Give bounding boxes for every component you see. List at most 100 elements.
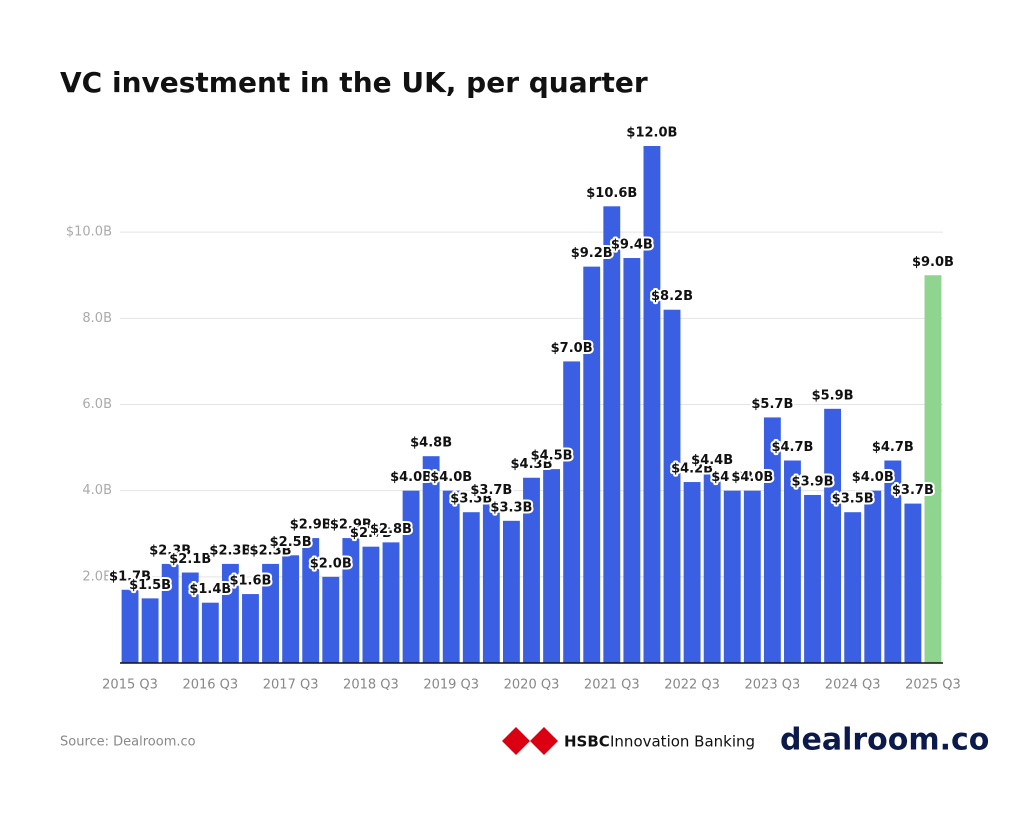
bar xyxy=(201,602,219,663)
data-label: $5.9B xyxy=(812,388,854,403)
bar xyxy=(683,482,701,663)
bar xyxy=(703,473,721,663)
data-label: $2.8B xyxy=(370,522,412,537)
hsbc-text: HSBC xyxy=(564,733,610,751)
bar xyxy=(563,361,581,663)
data-label: $2.5B xyxy=(270,535,312,550)
bar xyxy=(422,456,440,663)
source: Source: Dealroom.co xyxy=(60,735,196,750)
x-tick-label: 2024 Q3 xyxy=(825,678,881,693)
bar xyxy=(322,576,340,663)
data-label: $4.5B xyxy=(531,449,573,464)
data-label: $3.7B xyxy=(470,483,512,498)
data-label: $4.7B xyxy=(771,440,813,455)
bar xyxy=(804,494,821,663)
data-label: $4.3B xyxy=(511,457,553,472)
data-label: $9.2B xyxy=(571,246,613,261)
data-label: $2.0B xyxy=(310,556,352,571)
data-label: $9.0B xyxy=(912,255,954,270)
bar xyxy=(663,309,681,663)
bar xyxy=(342,538,360,663)
data-label: $3.5B xyxy=(832,492,874,507)
data-label: $1.4B xyxy=(189,582,231,597)
bar xyxy=(784,460,801,663)
data-label: $9.4B xyxy=(611,238,653,253)
bar xyxy=(763,417,781,663)
bar xyxy=(161,563,179,663)
data-label: $3.9B xyxy=(792,474,834,489)
bar xyxy=(482,503,500,663)
hsbc-hexagon-inner xyxy=(516,727,544,755)
bar xyxy=(221,563,239,663)
y-tick-label: 4.0B xyxy=(82,483,112,498)
bar xyxy=(462,512,480,663)
data-label: $2.7B xyxy=(350,526,392,541)
y-tick-label: 6.0B xyxy=(82,397,112,412)
x-tick-label: 2023 Q3 xyxy=(745,678,801,693)
x-tick-label: 2022 Q3 xyxy=(664,678,720,693)
bar xyxy=(623,258,641,663)
bar xyxy=(543,469,561,663)
bar xyxy=(262,563,279,663)
x-tick-label: 2020 Q3 xyxy=(504,678,560,693)
x-tick-label: 2017 Q3 xyxy=(263,678,319,693)
bar xyxy=(844,512,862,663)
x-tick-label: 2015 Q3 xyxy=(102,678,158,693)
data-label: $2.3B xyxy=(209,543,251,558)
data-label: $2.9B xyxy=(290,518,332,533)
bar xyxy=(864,490,882,663)
bar xyxy=(442,490,460,663)
x-tick-label: 2018 Q3 xyxy=(343,678,399,693)
data-label: $2.9B xyxy=(330,518,372,533)
hsbc-logo: HSBC Innovation Banking xyxy=(502,727,755,755)
bar xyxy=(502,520,520,663)
data-label: $10.6B xyxy=(586,186,637,201)
data-label: $3.5B xyxy=(450,492,492,507)
bar xyxy=(743,490,761,663)
hsbc-hexagon xyxy=(502,727,558,755)
bar xyxy=(824,408,842,663)
y-tick-label: $10.0B xyxy=(66,225,112,240)
bar xyxy=(382,542,400,663)
data-label: $4.8B xyxy=(410,436,452,451)
data-label: $4.4B xyxy=(691,453,733,468)
bar xyxy=(924,275,942,663)
bar xyxy=(121,589,139,663)
bar xyxy=(302,538,320,663)
data-label: $1.6B xyxy=(229,574,271,589)
bar xyxy=(141,598,159,663)
data-label: $4.2B xyxy=(671,462,713,477)
bar xyxy=(181,572,199,663)
data-label: $4.0B xyxy=(390,470,432,485)
data-label: $3.3B xyxy=(490,500,532,515)
x-tick-label: 2021 Q3 xyxy=(584,678,640,693)
data-label: $4.0B xyxy=(430,470,472,485)
bar xyxy=(904,503,922,663)
data-label: $4.0B xyxy=(852,470,894,485)
hsbc-sub: Innovation Banking xyxy=(610,733,755,751)
data-label: $4.7B xyxy=(872,440,914,455)
data-label: $1.5B xyxy=(129,578,171,593)
dealroom-logo: dealroom.co xyxy=(780,723,989,758)
data-label: $7.0B xyxy=(551,341,593,356)
data-label: $5.7B xyxy=(751,397,793,412)
data-label: $1.7B xyxy=(109,569,151,584)
data-label: $4.0B xyxy=(731,470,773,485)
bar xyxy=(884,460,902,663)
chart-title: VC investment in the UK, per quarter xyxy=(60,66,648,99)
y-tick-label: 2.0B xyxy=(82,569,112,584)
bar xyxy=(723,490,741,663)
y-tick-label: 8.0B xyxy=(82,311,112,326)
bar xyxy=(583,266,601,663)
x-tick-label: 2016 Q3 xyxy=(182,678,238,693)
data-label: $12.0B xyxy=(626,126,677,141)
bar xyxy=(603,206,621,664)
data-label: $2.1B xyxy=(169,552,211,567)
x-tick-label: 2025 Q3 xyxy=(905,678,961,693)
bar xyxy=(282,555,300,663)
bar xyxy=(362,546,380,663)
x-tick-label: 2019 Q3 xyxy=(423,678,479,693)
data-label: $4.0B xyxy=(711,470,753,485)
bar xyxy=(242,594,259,663)
